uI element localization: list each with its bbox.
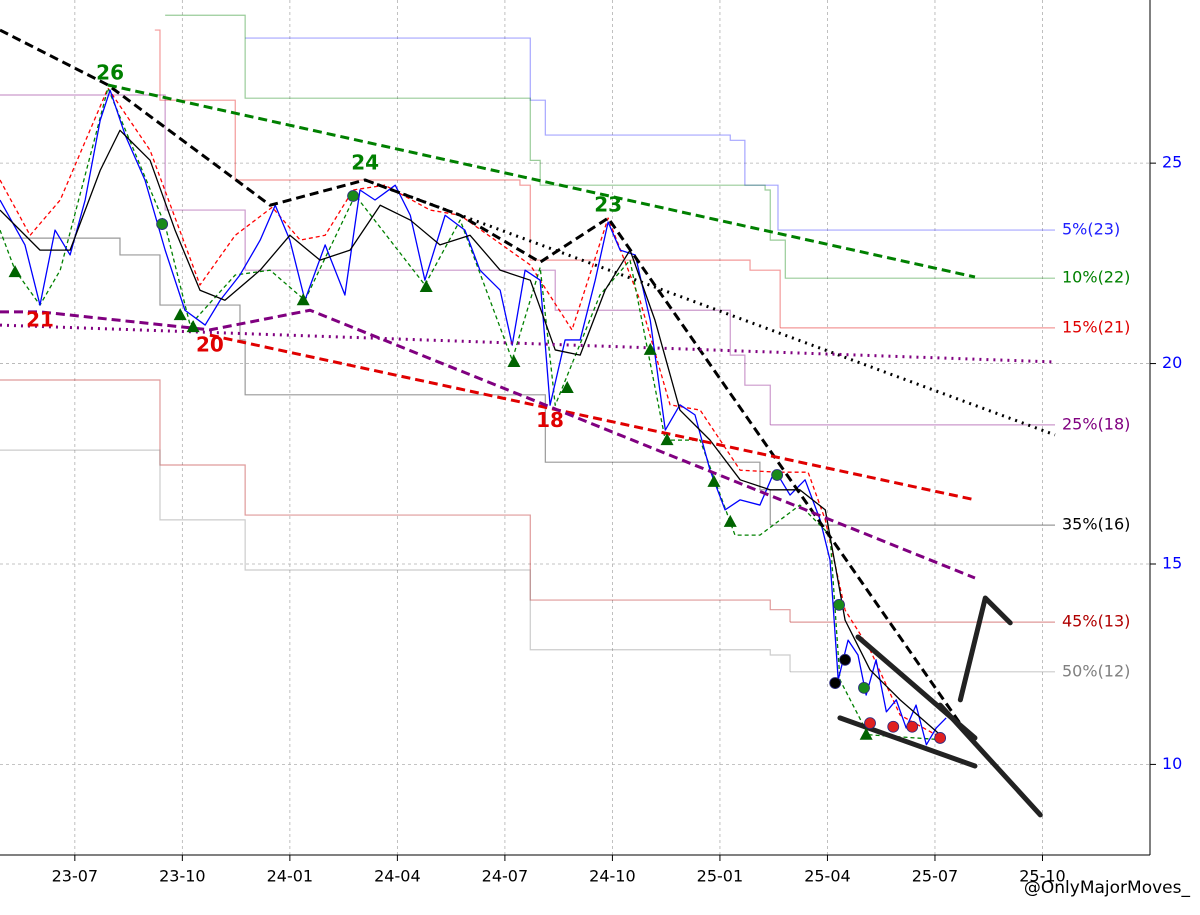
level-line (0, 237, 771, 526)
trend-line (957, 595, 1013, 703)
trend-line (107, 83, 976, 279)
marker (707, 474, 721, 487)
level-label: 25%(18) (1062, 414, 1130, 433)
peak-label: 20 (196, 332, 224, 356)
level-label: 5%(23) (1062, 220, 1120, 239)
marker (771, 469, 784, 481)
marker (347, 190, 359, 202)
marker (934, 732, 947, 744)
peak-label: 24 (351, 150, 379, 174)
watermark: @OnlyMajorMoves_ (1024, 878, 1191, 898)
peak-label: 26 (96, 61, 124, 85)
x-tick-label: 25-07 (912, 867, 959, 886)
trend-line (837, 715, 978, 769)
level-line (0, 94, 771, 425)
marker (507, 354, 521, 367)
x-tick-label: 23-10 (159, 867, 206, 886)
marker (643, 342, 657, 355)
marker (833, 598, 845, 611)
level-line (0, 379, 791, 623)
trend-line (0, 323, 1056, 364)
x-tick-label: 23-07 (52, 867, 99, 886)
x-tick-label: 25-04 (804, 867, 851, 886)
price-line (0, 87, 946, 741)
y-tick-label: 20 (1162, 353, 1182, 372)
marker (296, 293, 310, 306)
y-tick-label: 15 (1162, 553, 1182, 572)
x-tick-label: 25-01 (697, 867, 744, 886)
marker (8, 265, 22, 278)
price-line (0, 89, 947, 746)
level-line (245, 37, 941, 231)
y-tick-label: 10 (1162, 754, 1182, 773)
peak-label: 23 (594, 193, 622, 217)
grid (0, 0, 1150, 855)
marker (186, 320, 200, 333)
level-line (0, 449, 791, 672)
marker (173, 308, 187, 321)
marker (906, 720, 919, 733)
marker (156, 218, 169, 230)
marker (723, 514, 737, 527)
y-tick-label: 25 (1162, 153, 1182, 172)
plot-area: 5%(23) 10%(22) 15%(21) 25%(18) 35%(16) 45%(13… (0, 14, 1130, 818)
level-line (154, 29, 781, 328)
level-label: 50%(12) (1062, 661, 1130, 680)
price-line (0, 129, 941, 736)
level-label: 45%(13) (1062, 612, 1130, 631)
marker (839, 653, 851, 666)
trend-line (937, 702, 1043, 818)
trend-line (209, 333, 976, 502)
axes: 10 15 20 25 23-07 23-10 24-01 24-04 24-07 24-10 25… (0, 0, 1182, 886)
marker (864, 717, 876, 730)
x-tick-label: 24-07 (482, 867, 529, 886)
level-line (165, 14, 975, 279)
level-label: 10%(22) (1062, 268, 1130, 287)
trend-line (0, 28, 977, 746)
level-label: 15%(21) (1062, 317, 1130, 336)
x-tick-label: 24-04 (374, 867, 421, 886)
level-label: 35%(16) (1062, 515, 1130, 534)
marker (660, 433, 674, 446)
peak-label: 18 (536, 408, 564, 432)
x-tick-label: 24-01 (267, 867, 314, 886)
marker (858, 681, 870, 694)
marker (829, 677, 842, 689)
marker (859, 727, 873, 740)
x-tick-label: 25-10 (1019, 867, 1066, 886)
marker (887, 720, 900, 733)
x-tick-label: 24-10 (589, 867, 636, 886)
peak-label: 21 (26, 308, 54, 332)
trend-line (0, 308, 976, 580)
marker (560, 381, 574, 394)
marker (419, 280, 433, 293)
